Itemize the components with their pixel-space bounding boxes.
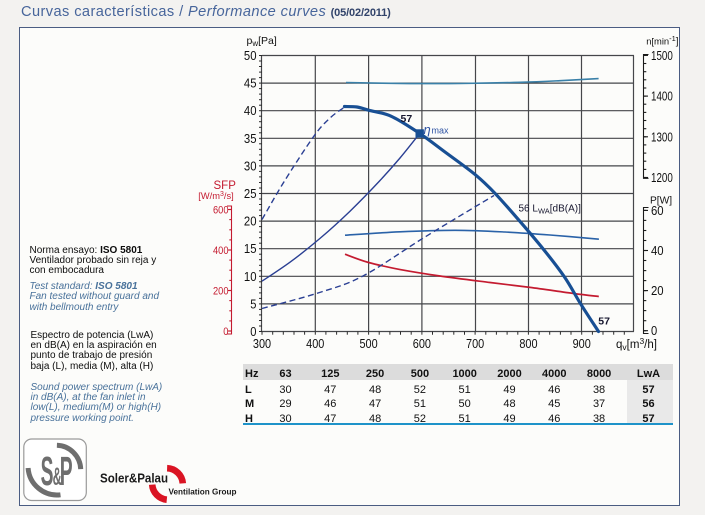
svg-text:1500: 1500	[651, 48, 673, 63]
svg-text:n[min-1]: n[min-1]	[646, 34, 679, 48]
svg-text:&: &	[53, 463, 62, 491]
svg-text:max: max	[432, 126, 450, 136]
svg-text:1400: 1400	[651, 89, 673, 104]
svg-text:1300: 1300	[651, 129, 673, 144]
svg-text:1200: 1200	[651, 170, 673, 185]
svg-text:15: 15	[244, 241, 257, 256]
svg-text:10: 10	[244, 269, 257, 284]
svg-text:700: 700	[466, 336, 484, 351]
svg-text:35: 35	[244, 131, 257, 146]
svg-text:600: 600	[413, 336, 431, 351]
svg-text:5: 5	[250, 296, 256, 311]
svg-text:0: 0	[223, 326, 228, 338]
svg-text:40: 40	[651, 243, 664, 258]
svg-text:600: 600	[213, 204, 229, 216]
svg-text:pw[Pa]: pw[Pa]	[247, 35, 277, 48]
svg-text:SFP: SFP	[214, 180, 237, 192]
svg-text:45: 45	[244, 76, 257, 91]
svg-text:500: 500	[359, 336, 377, 351]
svg-text:57: 57	[401, 113, 413, 125]
svg-text:Soler&Palau: Soler&Palau	[100, 472, 168, 486]
svg-text:400: 400	[213, 245, 229, 257]
svg-text:200: 200	[213, 285, 229, 297]
svg-text:S: S	[41, 448, 54, 494]
svg-text:400: 400	[306, 336, 324, 351]
svg-text:900: 900	[573, 336, 591, 351]
svg-text:0: 0	[651, 323, 657, 338]
svg-text:40: 40	[244, 103, 257, 118]
svg-text:η: η	[424, 122, 431, 137]
svg-text:20: 20	[651, 283, 664, 298]
svg-text:30: 30	[244, 158, 257, 173]
svg-text:P: P	[60, 448, 73, 494]
svg-text:25: 25	[244, 186, 257, 201]
svg-text:56 LWA[dB(A)]: 56 LWA[dB(A)]	[519, 204, 582, 216]
svg-text:P[W]: P[W]	[650, 196, 672, 207]
svg-text:50: 50	[244, 48, 257, 63]
svg-text:60: 60	[651, 203, 664, 218]
svg-text:0: 0	[250, 324, 256, 339]
svg-text:800: 800	[519, 336, 537, 351]
svg-text:57: 57	[598, 316, 610, 328]
svg-text:[W/m3/s]: [W/m3/s]	[198, 191, 233, 201]
svg-text:Ventilation Group: Ventilation Group	[169, 488, 237, 497]
svg-text:20: 20	[244, 214, 257, 229]
svg-text:qv[m3/h]: qv[m3/h]	[616, 336, 657, 352]
svg-text:300: 300	[253, 336, 271, 351]
